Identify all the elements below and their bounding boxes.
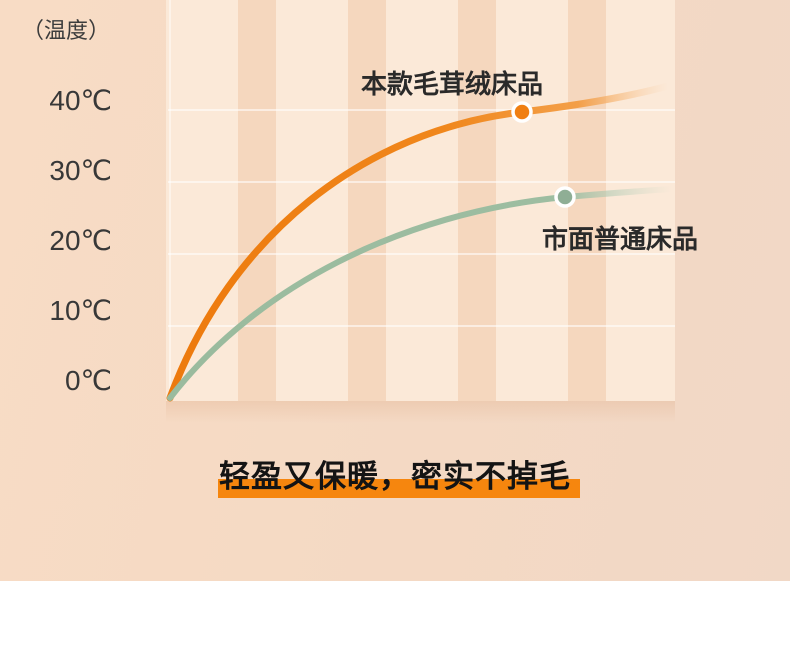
y-axis-ticks: 40℃ 30℃ 20℃ 10℃ 0℃ [0,65,112,415]
gridline [168,109,675,111]
y-axis-title: （温度） [21,18,110,43]
headline-highlight-bar [218,479,580,498]
gridline [168,181,675,183]
plot-area-shadow [166,401,675,423]
y-axis-tick: 30℃ [49,154,112,186]
headline-text: 轻盈又保暖，密实不掉毛 [219,459,571,494]
gridline [168,325,675,327]
y-axis-line [169,0,171,401]
y-axis-tick: 10℃ [49,294,112,326]
gridline [168,253,675,255]
series-label-ordinary: 市面普通床品 [542,224,699,254]
series-marker-this-product [511,101,533,123]
chart-plot-area [166,0,675,401]
series-line-this-product [166,82,672,402]
y-axis-tick: 40℃ [49,84,112,116]
series-label-this-product: 本款毛茸绒床品 [361,69,544,99]
y-axis-tick: 20℃ [49,224,112,256]
series-marker-ordinary [554,186,576,208]
footer-white-strip [0,581,790,662]
y-axis-tick: 0℃ [64,364,112,396]
series-line-ordinary [167,186,675,401]
